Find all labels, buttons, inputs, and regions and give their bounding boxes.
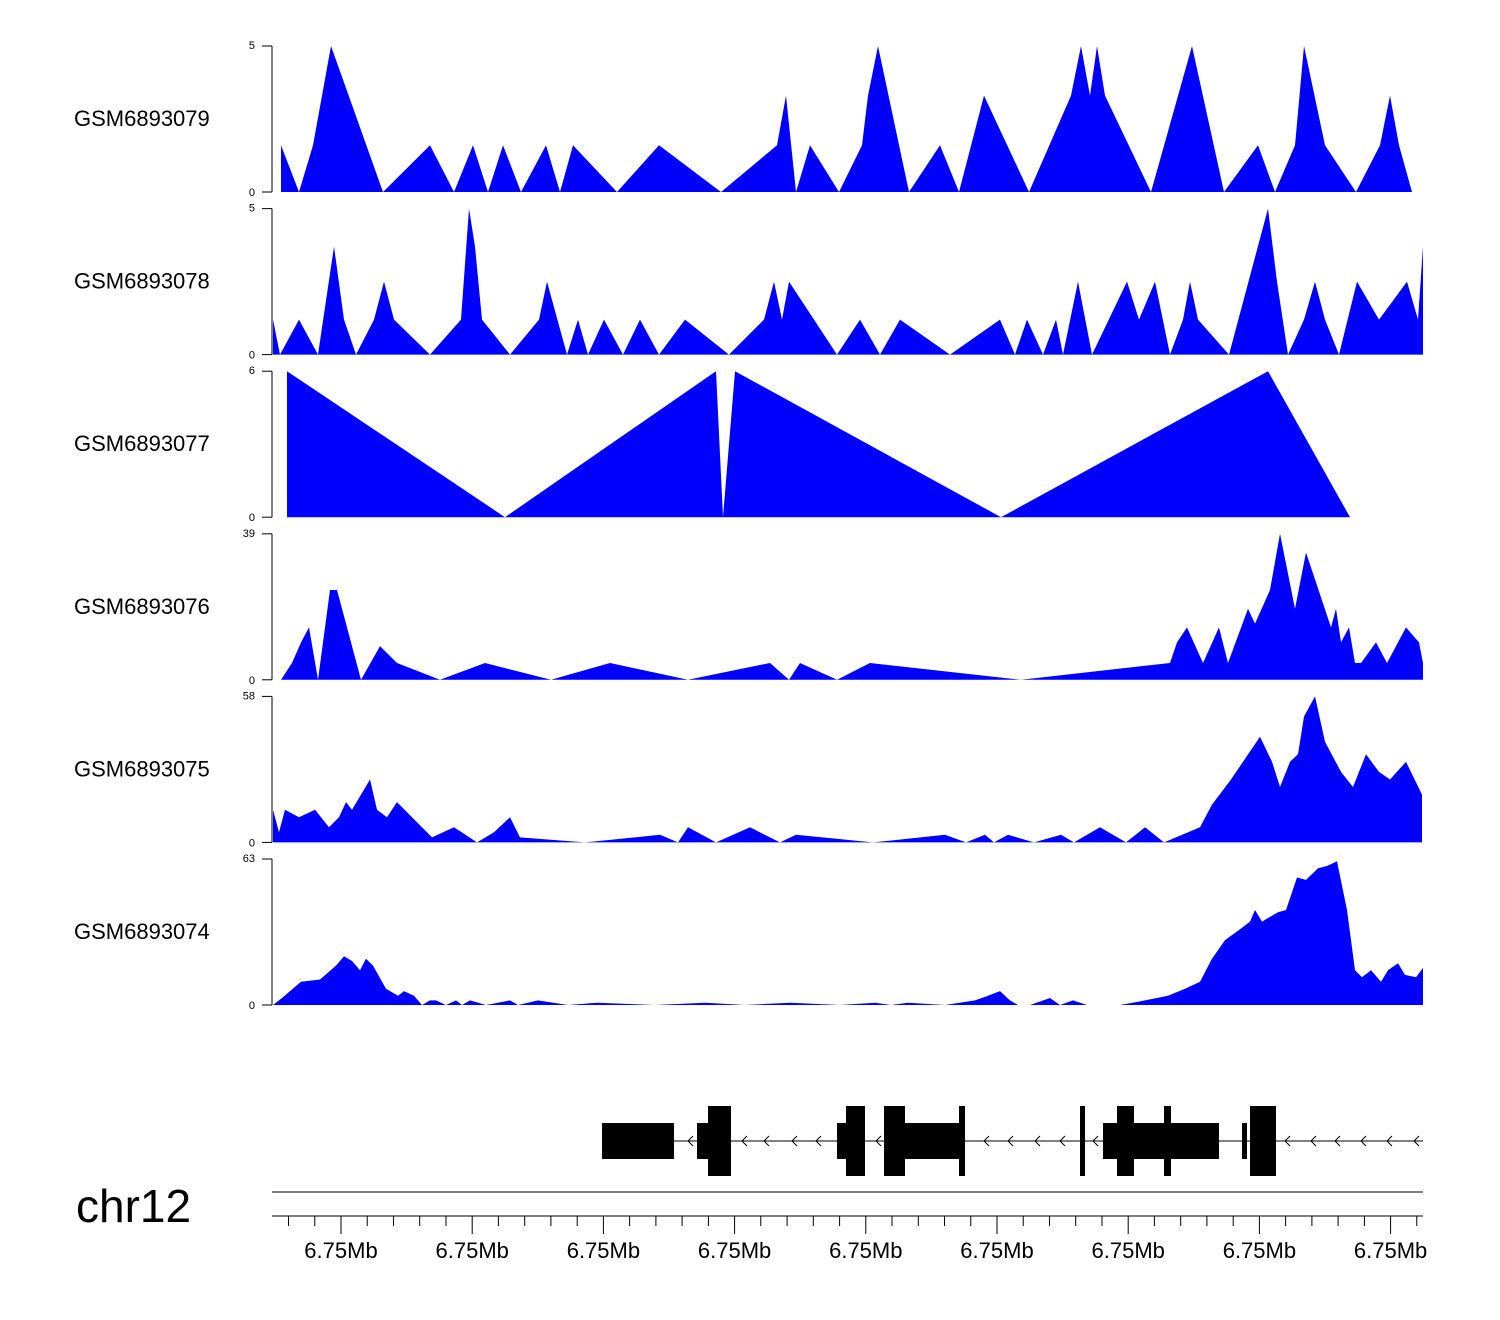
strand-arrow	[791, 1135, 798, 1147]
exon-coding	[1164, 1106, 1171, 1176]
strand-arrow	[1310, 1135, 1317, 1147]
track-GSM6893075: GSM6893075 58 0	[74, 690, 1422, 849]
exon-coding	[1250, 1106, 1276, 1176]
axis-tick-label: 6.75Mb	[1354, 1238, 1427, 1263]
y-axis-min-label: 0	[249, 1000, 255, 1012]
track-GSM6893074: GSM6893074 63 0	[74, 853, 1423, 1012]
y-axis-min-label: 0	[249, 187, 255, 199]
track-label: GSM6893075	[74, 756, 210, 781]
track-GSM6893078: GSM6893078 5 0	[74, 203, 1423, 362]
gene-model-track	[602, 1106, 1423, 1176]
y-axis-max-label: 6	[249, 365, 255, 377]
strand-arrow	[1360, 1135, 1367, 1147]
genomic-axis-track: chr12 6.75Mb 6.75Mb 6.75Mb 6.75Mb 6.75Mb 6.75…	[76, 1180, 1427, 1263]
strand-arrow	[1059, 1135, 1066, 1147]
track-label: GSM6893077	[74, 431, 210, 456]
track-GSM6893077: GSM6893077 6 0	[74, 365, 1350, 524]
strand-arrow	[1334, 1135, 1341, 1147]
y-axis-min-label: 0	[249, 512, 255, 524]
axis-tick-label: 6.75Mb	[1092, 1238, 1165, 1263]
exon-utr	[905, 1123, 959, 1159]
axis-tick-label: 6.75Mb	[829, 1238, 902, 1263]
exon-coding	[959, 1106, 965, 1176]
strand-arrow	[687, 1135, 694, 1147]
y-axis-max-label: 39	[243, 528, 255, 540]
y-axis-max-label: 58	[243, 690, 255, 702]
exon-utr	[1242, 1123, 1247, 1159]
exon-utr	[1171, 1123, 1219, 1159]
strand-arrow	[875, 1135, 882, 1147]
coverage-tracks: GSM689307950GSM689307850GSM689307760GSM6…	[74, 40, 1423, 1012]
exon-coding	[846, 1106, 865, 1176]
exon-coding	[708, 1106, 731, 1176]
y-axis-min-label: 0	[249, 675, 255, 687]
exon-utr	[602, 1123, 674, 1159]
y-axis-min-label: 0	[249, 837, 255, 849]
axis-tick-label: 6.75Mb	[567, 1238, 640, 1263]
track-label: GSM6893076	[74, 594, 210, 619]
track-label: GSM6893079	[74, 106, 210, 131]
y-axis-min-label: 0	[249, 350, 255, 362]
track-label: GSM6893078	[74, 269, 210, 294]
strand-arrow	[815, 1135, 822, 1147]
y-axis-max-label: 5	[249, 40, 255, 52]
axis-tick-label: 6.75Mb	[304, 1238, 377, 1263]
strand-arrow	[983, 1135, 990, 1147]
y-axis-max-label: 63	[243, 853, 255, 865]
exon-utr	[1103, 1123, 1117, 1159]
coverage-area	[273, 208, 1423, 355]
track-GSM6893076: GSM6893076 39 0	[74, 528, 1423, 687]
strand-arrow	[1284, 1135, 1291, 1147]
chromosome-label: chr12	[76, 1180, 191, 1232]
strand-arrow	[1034, 1135, 1041, 1147]
exon-utr	[697, 1123, 708, 1159]
axis-tick-label: 6.75Mb	[1223, 1238, 1296, 1263]
track-GSM6893079: GSM6893079 5 0	[74, 40, 1412, 199]
strand-arrow	[763, 1135, 770, 1147]
exon-utr	[1134, 1123, 1164, 1159]
coverage-area	[281, 46, 1412, 192]
coverage-area	[281, 533, 1423, 680]
coverage-area	[287, 371, 1350, 518]
strand-arrow	[1007, 1135, 1014, 1147]
y-axis-max-label: 5	[249, 203, 255, 215]
coverage-area	[273, 861, 1423, 1005]
track-label: GSM6893074	[74, 919, 210, 944]
axis-tick-label: 6.75Mb	[698, 1238, 771, 1263]
exon-coding	[1117, 1106, 1134, 1176]
strand-arrow	[1386, 1135, 1393, 1147]
exon-utr	[837, 1123, 846, 1159]
coverage-area	[273, 696, 1422, 843]
strand-arrow	[1092, 1135, 1099, 1147]
exon-coding	[884, 1106, 905, 1176]
strand-arrow	[1413, 1135, 1420, 1147]
exon-coding	[1080, 1106, 1085, 1176]
strand-arrow	[741, 1135, 748, 1147]
axis-tick-label: 6.75Mb	[960, 1238, 1033, 1263]
axis-tick-label: 6.75Mb	[436, 1238, 509, 1263]
